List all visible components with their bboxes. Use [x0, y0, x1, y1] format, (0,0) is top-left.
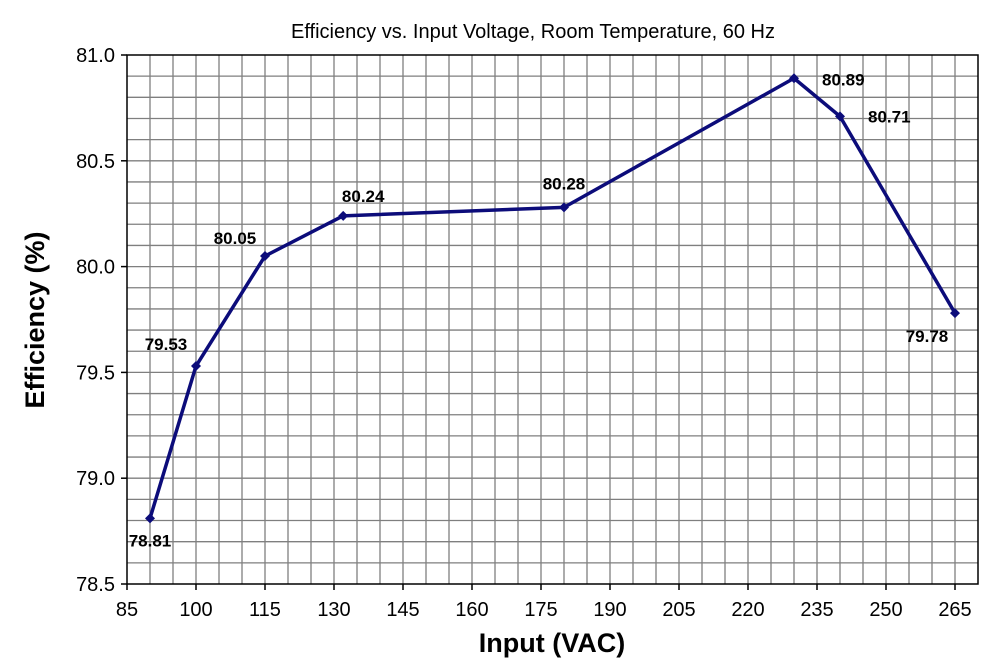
x-axis-label: Input (VAC): [479, 628, 625, 658]
x-tick-label: 100: [179, 599, 212, 621]
x-tick-label: 115: [249, 599, 281, 621]
y-axis-label: Efficiency (%): [20, 231, 50, 408]
data-label: 80.71: [868, 107, 911, 126]
x-tick-label: 190: [593, 599, 626, 621]
x-tick-label: 130: [317, 599, 350, 621]
x-tick-label: 85: [116, 599, 138, 621]
data-point-marker: [260, 251, 270, 262]
data-label: 80.28: [543, 174, 586, 193]
x-tick-label: 145: [386, 599, 419, 621]
efficiency-series: [145, 73, 960, 524]
data-point-marker: [950, 308, 960, 319]
y-tick-label: 79.5: [76, 362, 115, 384]
y-tick-label: 81.0: [76, 45, 115, 67]
plot-area-frame: [126, 54, 979, 585]
x-tick-label: 160: [455, 599, 488, 621]
y-tick-label: 80.5: [76, 151, 115, 173]
data-point-marker: [145, 513, 155, 524]
data-label: 78.81: [129, 531, 172, 550]
x-tick-label: 235: [800, 599, 833, 621]
data-point-marker: [191, 361, 201, 372]
y-tick-label: 79.0: [76, 468, 115, 490]
data-label: 80.89: [822, 70, 865, 89]
x-tick-label: 265: [938, 599, 971, 621]
x-tick-label: 220: [731, 599, 764, 621]
data-label: 79.53: [145, 335, 188, 354]
data-point-marker: [338, 210, 349, 221]
data-point-marker: [559, 202, 569, 213]
data-point-marker: [789, 73, 799, 84]
data-label: 79.78: [906, 327, 949, 346]
data-point-marker: [835, 111, 845, 122]
y-tick-label: 80.0: [76, 257, 115, 279]
x-tick-label: 175: [524, 599, 557, 621]
y-axis-ticks: 78.5 79.0 79.5 80.0 80.5 81.0: [76, 45, 127, 596]
data-label: 80.05: [214, 229, 257, 248]
x-axis-ticks: 85 100 115 130 145 160 175 190 205 220 235 250 265: [116, 584, 972, 621]
x-tick-label: 205: [662, 599, 695, 621]
y-tick-label: 78.5: [76, 574, 115, 596]
grid-lines: [127, 55, 978, 584]
chart-title: Efficiency vs. Input Voltage, Room Tempe…: [291, 21, 775, 43]
x-tick-label: 250: [869, 599, 902, 621]
data-label: 80.24: [342, 187, 385, 206]
series-line-efficiency: [148, 76, 957, 519]
